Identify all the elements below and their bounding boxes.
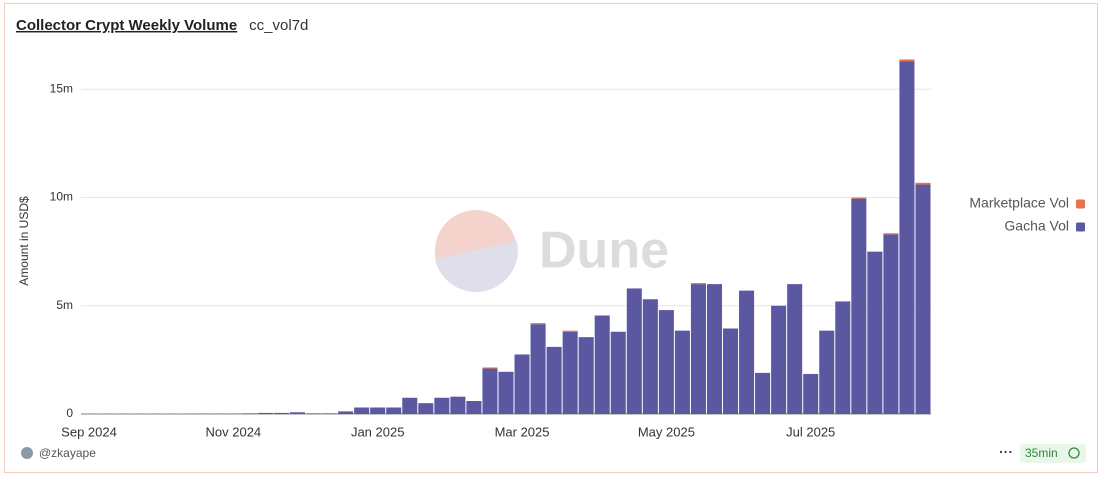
bar <box>851 197 867 199</box>
x-tick-label: Jan 2025 <box>351 424 405 439</box>
x-tick-label: May 2025 <box>638 424 695 439</box>
y-tick-label: 5m <box>56 298 73 312</box>
bar <box>642 299 658 414</box>
x-tick-label: Jul 2025 <box>786 424 835 439</box>
bar <box>530 323 546 325</box>
menu-dots[interactable]: ··· <box>999 444 1013 460</box>
bar <box>835 301 851 414</box>
chart-subtitle: cc_vol7d <box>249 17 308 34</box>
bar <box>610 331 626 414</box>
bar <box>819 330 835 414</box>
watermark-logo <box>435 241 518 292</box>
bar <box>434 397 450 414</box>
bar <box>546 346 562 414</box>
bar <box>899 61 915 414</box>
bar <box>562 330 578 332</box>
age-badge <box>1020 444 1086 463</box>
legend-swatch <box>1076 222 1085 232</box>
y-axis-label: Amount in USD$ <box>17 196 31 286</box>
bar <box>354 407 370 414</box>
bar <box>690 284 706 414</box>
bar <box>803 373 819 414</box>
bar <box>289 412 306 414</box>
bar <box>915 184 931 414</box>
bar <box>883 233 899 235</box>
bar <box>402 397 418 414</box>
bar <box>867 251 883 414</box>
bar <box>658 310 674 414</box>
bar <box>787 284 803 414</box>
bar <box>739 290 755 414</box>
bar <box>418 403 434 414</box>
chart: Collector Crypt Weekly Volume cc_vol7d D… <box>16 17 1086 463</box>
bar <box>241 413 257 414</box>
bar <box>530 324 546 414</box>
bar <box>482 368 498 414</box>
bar <box>562 331 578 414</box>
watermark: Dune <box>539 222 669 280</box>
x-tick-label: Nov 2024 <box>206 424 262 439</box>
bar <box>466 401 482 414</box>
bar <box>626 288 642 414</box>
bar <box>386 407 402 414</box>
age: 35min <box>1025 446 1058 460</box>
y-tick-label: 0 <box>66 406 73 420</box>
bar <box>899 59 915 62</box>
bar <box>755 372 771 414</box>
bar <box>594 315 610 414</box>
bar <box>273 412 289 414</box>
author-avatar <box>21 447 33 459</box>
bar <box>915 182 931 185</box>
legend-label: Gacha Vol <box>1004 218 1069 234</box>
check-icon <box>1068 447 1080 459</box>
author[interactable]: @zkayape <box>39 446 96 460</box>
bar <box>723 328 739 414</box>
y-tick-label: 15m <box>50 81 73 95</box>
y-tick-label: 10m <box>50 190 73 204</box>
bar <box>674 330 690 414</box>
bar <box>370 407 386 414</box>
bar <box>771 305 787 414</box>
bar <box>322 413 338 414</box>
bar <box>498 371 514 414</box>
bar <box>450 396 466 414</box>
legend-label: Marketplace Vol <box>969 195 1069 211</box>
bar <box>851 198 867 414</box>
x-tick-label: Sep 2024 <box>61 424 117 439</box>
bar <box>482 367 498 369</box>
bar <box>883 234 899 414</box>
bar <box>578 337 594 414</box>
x-tick-label: Mar 2025 <box>495 424 550 439</box>
bar <box>338 411 354 414</box>
chart-title[interactable]: Collector Crypt Weekly Volume <box>16 17 237 34</box>
bar <box>690 283 706 285</box>
legend-swatch <box>1076 199 1085 209</box>
bar <box>514 354 530 414</box>
bar <box>706 284 723 414</box>
bar <box>306 413 322 414</box>
bar <box>257 412 273 414</box>
card: Collector Crypt Weekly Volume cc_vol7d D… <box>4 3 1098 473</box>
